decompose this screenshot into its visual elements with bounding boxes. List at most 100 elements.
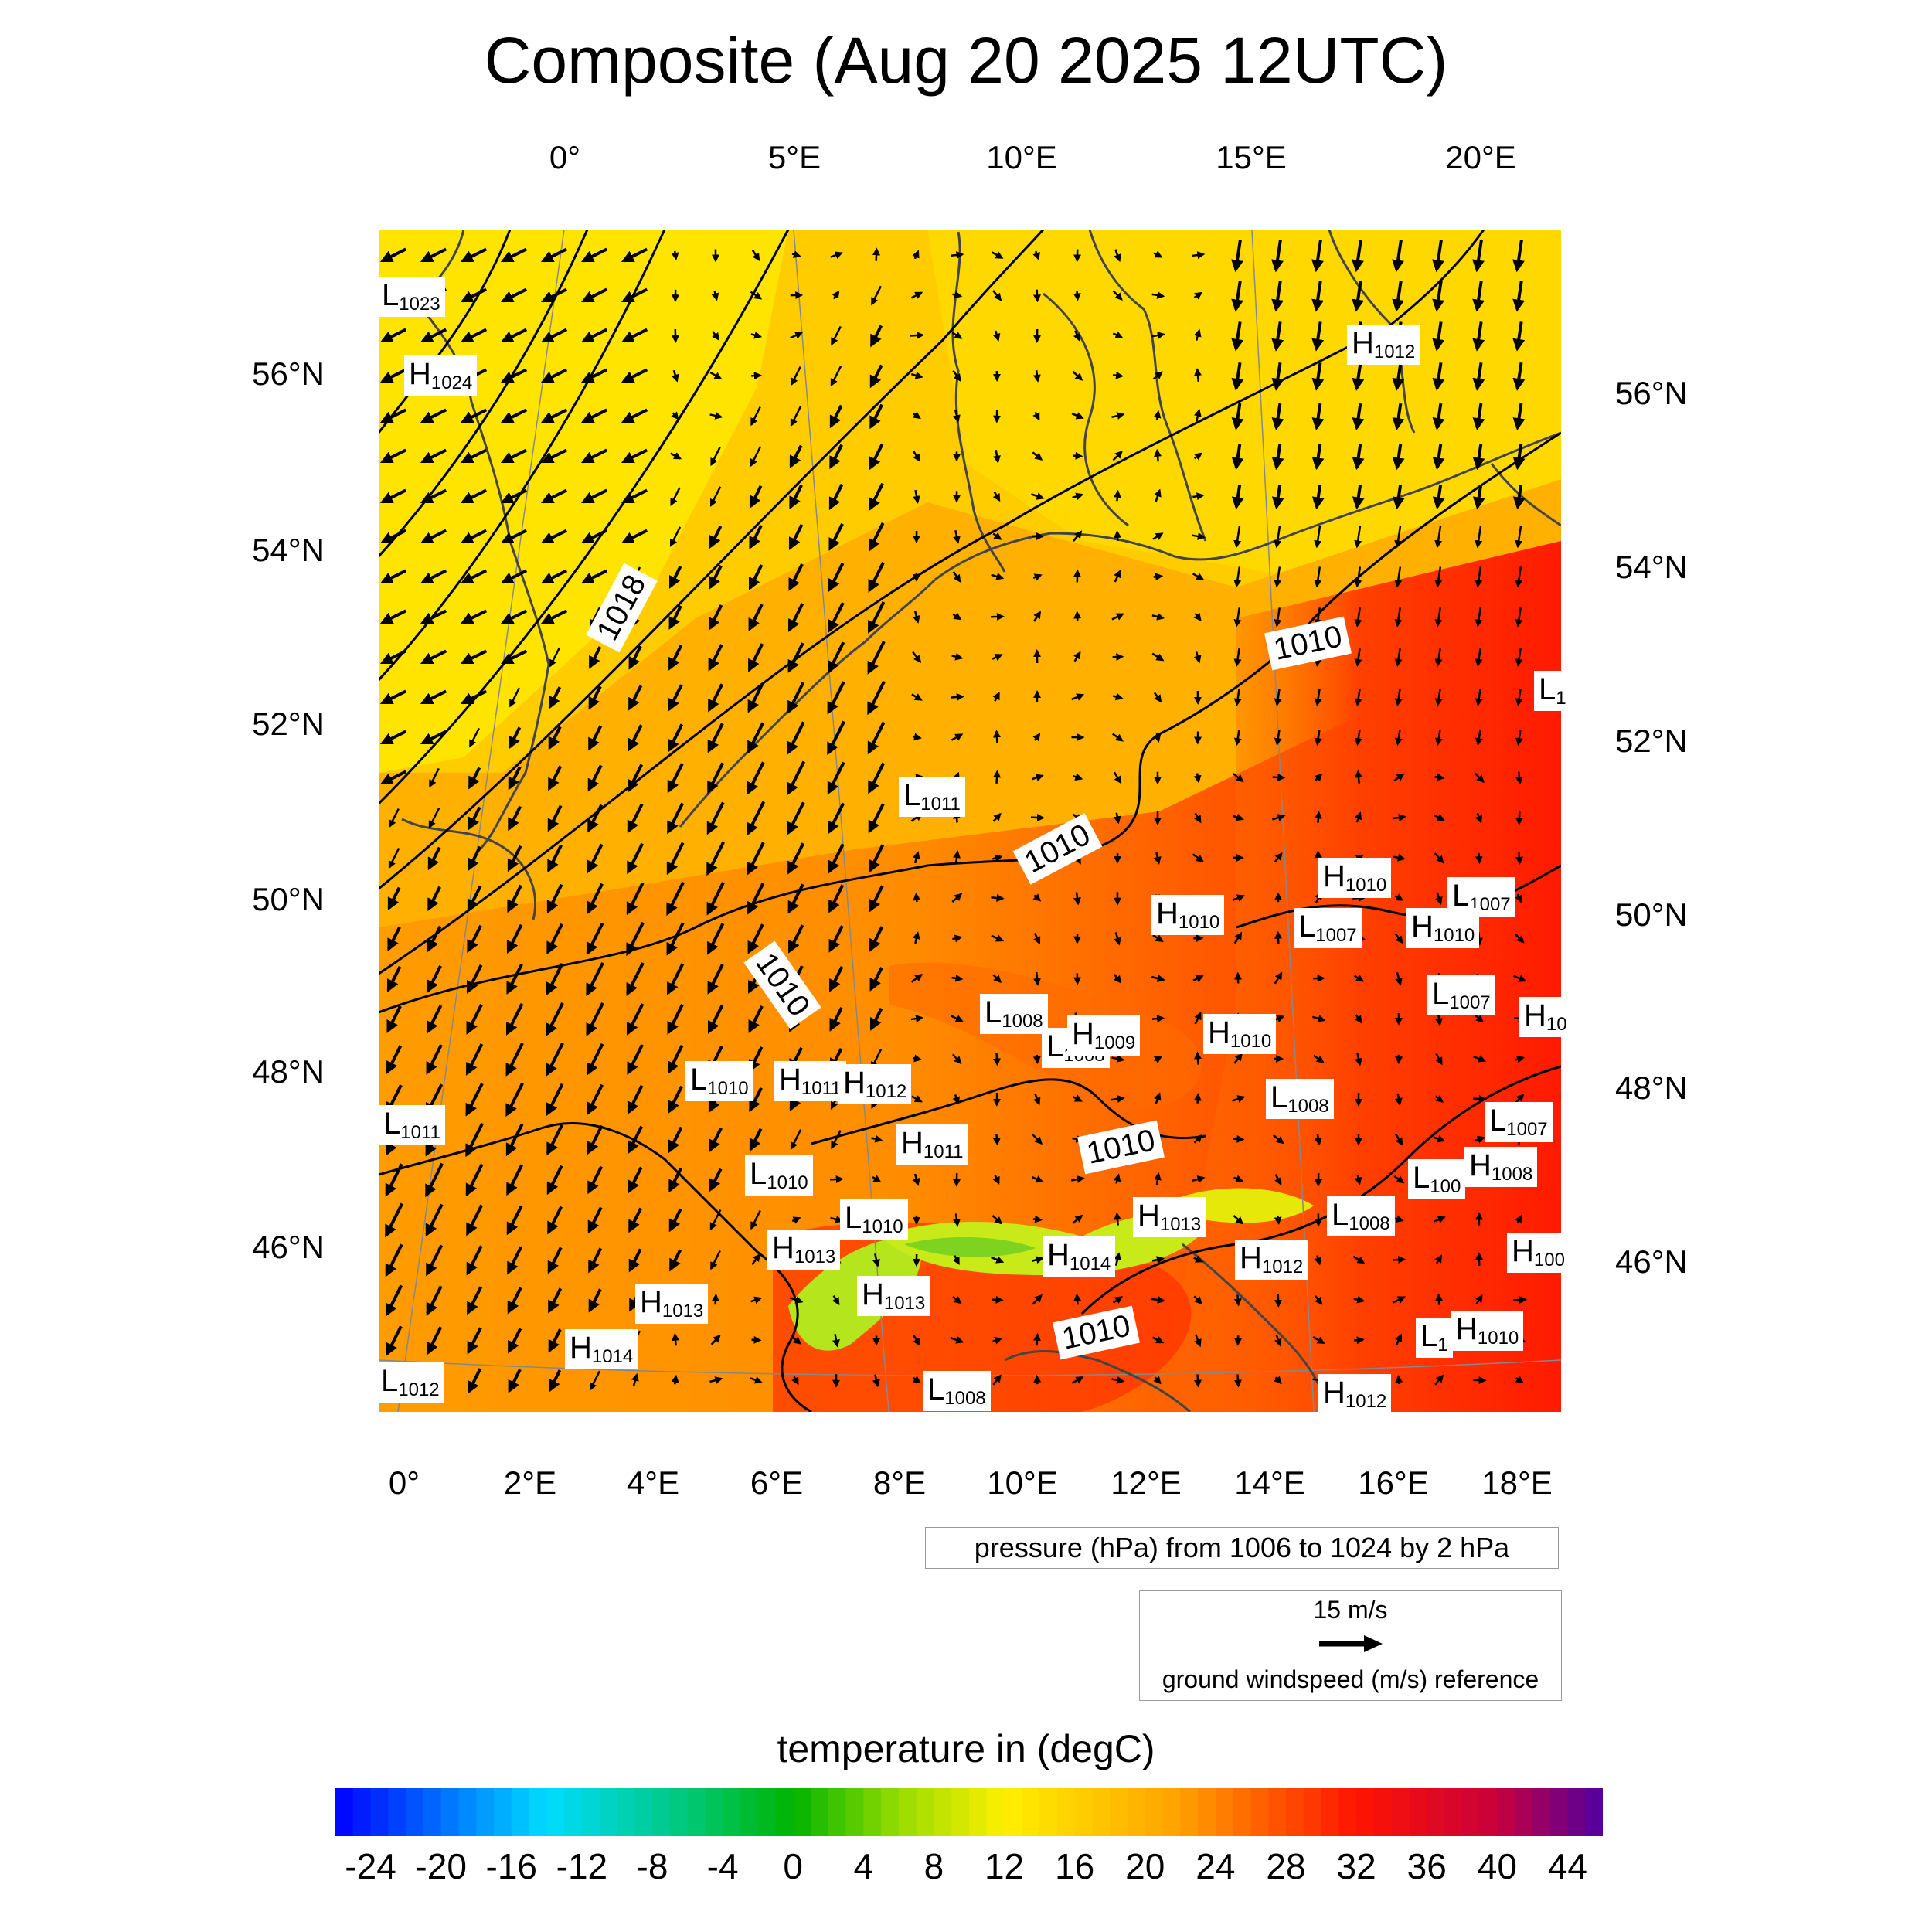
- right-lat-label-50n: 50°N: [1615, 896, 1688, 933]
- wind-arrow: [1472, 240, 1485, 273]
- wind-arrow: [991, 251, 1004, 259]
- bottom-lon-label-16e: 16°E: [1358, 1464, 1429, 1501]
- wind-arrow: [1233, 813, 1244, 821]
- colorbar-segment: [1567, 1788, 1586, 1836]
- wind-arrow: [666, 922, 685, 956]
- wind-arrow: [1151, 1256, 1165, 1264]
- wind-arrow: [1071, 1376, 1084, 1384]
- wind-arrow: [1311, 403, 1325, 431]
- colorbar-segment: [1515, 1788, 1533, 1836]
- wind-arrow: [621, 247, 648, 263]
- wind-arrow: [506, 923, 523, 954]
- wind-arrow: [830, 1175, 844, 1184]
- wind-arrow: [460, 609, 488, 624]
- high-pressure-label: H1010: [1203, 1014, 1277, 1054]
- wind-arrow: [951, 974, 964, 982]
- wind-arrow: [1193, 1374, 1202, 1388]
- wind-arrow: [1192, 251, 1206, 260]
- wind-arrow: [420, 649, 447, 665]
- wind-arrow: [1475, 648, 1483, 667]
- wind-arrow: [1314, 730, 1322, 747]
- wind-arrow: [1274, 1215, 1282, 1225]
- wind-arrow: [1475, 730, 1483, 747]
- wind-arrow: [871, 1134, 883, 1143]
- wind-arrow: [1031, 1175, 1044, 1183]
- colorbar-segment: [406, 1788, 424, 1836]
- wind-arrow: [420, 529, 447, 544]
- wind-arrow: [786, 760, 806, 796]
- colorbar-segment: [476, 1788, 495, 1836]
- wind-arrow: [709, 1209, 722, 1231]
- wind-arrow: [586, 961, 604, 997]
- wind-arrow: [628, 1166, 643, 1194]
- wind-arrow: [500, 569, 528, 584]
- wind-arrow: [1151, 612, 1165, 621]
- colorbar-segment: [1409, 1788, 1427, 1836]
- wind-arrow: [507, 1328, 522, 1354]
- colorbar-tick-label: 32: [1336, 1846, 1376, 1886]
- wind-arrow: [546, 1206, 563, 1235]
- colorbar-segment: [1268, 1788, 1287, 1836]
- colorbar-segment: [1004, 1788, 1022, 1836]
- wind-arrow: [1394, 1093, 1403, 1107]
- wind-arrow: [389, 808, 400, 828]
- wind-arrow: [1072, 492, 1084, 501]
- colorbar-segment: [634, 1788, 653, 1836]
- wind-arrow: [546, 1042, 564, 1077]
- wind-arrow: [1312, 1336, 1325, 1344]
- wind-arrow: [1392, 362, 1405, 391]
- wind-arrow: [1394, 893, 1404, 901]
- wind-arrow: [1114, 249, 1121, 263]
- wind-arrow: [425, 1244, 444, 1277]
- wind-arrow: [1073, 651, 1081, 662]
- wind-arrow: [500, 368, 528, 383]
- wind-arrow: [789, 484, 803, 510]
- wind-arrow: [669, 526, 682, 547]
- wind-arrow: [706, 841, 726, 876]
- wind-arrow: [427, 886, 441, 912]
- wind-arrow: [1193, 1093, 1202, 1104]
- wind-arrow: [1512, 281, 1526, 312]
- wind-arrow: [671, 1374, 679, 1385]
- high-pressure-label: H1013: [857, 1276, 930, 1316]
- wind-arrow: [787, 801, 805, 835]
- wind-arrow: [953, 410, 961, 423]
- wind-arrow: [1352, 281, 1365, 312]
- high-pressure-label: H100: [1507, 1233, 1570, 1273]
- wind-arrow: [869, 325, 883, 348]
- wind-arrow: [1314, 526, 1322, 549]
- wind-arrow: [868, 562, 885, 593]
- wind-arrow: [540, 488, 568, 504]
- colorbar-segment: [652, 1788, 671, 1836]
- wind-arrow: [1073, 892, 1081, 906]
- wind-arrow: [912, 651, 922, 663]
- colorbar-segment: [1444, 1788, 1463, 1836]
- wind-arrow: [466, 1286, 483, 1315]
- wind-arrow: [1233, 526, 1242, 549]
- high-pressure-label: H1014: [1043, 1236, 1116, 1277]
- wind-arrow: [1112, 290, 1123, 301]
- wind-arrow: [827, 802, 845, 835]
- wind-arrow: [1434, 1094, 1444, 1103]
- bottom-lon-label-8e: 8°E: [872, 1464, 927, 1501]
- wind-arrow: [586, 1043, 604, 1077]
- wind-arrow: [912, 411, 921, 420]
- wind-arrow: [711, 291, 719, 301]
- top-lon-label-0: 0°: [549, 139, 581, 175]
- wind-arrow: [506, 963, 523, 995]
- wind-arrow: [869, 885, 884, 913]
- high-pressure-label: H1010: [1318, 858, 1392, 898]
- wind-arrow: [953, 529, 961, 544]
- wind-arrow: [706, 762, 725, 794]
- wind-arrow: [1512, 485, 1526, 510]
- wind-arrow: [791, 366, 801, 386]
- colorbar-segment: [669, 1788, 689, 1836]
- wind-arrow: [829, 1007, 843, 1032]
- wind-arrow: [872, 1175, 882, 1183]
- wind-arrow: [460, 247, 488, 263]
- top-lon-label-5e: 5°E: [767, 139, 821, 175]
- wind-arrow: [460, 569, 488, 584]
- wind-arrow: [547, 804, 563, 832]
- wind-arrow: [667, 1044, 684, 1075]
- wind-arrow: [460, 529, 488, 544]
